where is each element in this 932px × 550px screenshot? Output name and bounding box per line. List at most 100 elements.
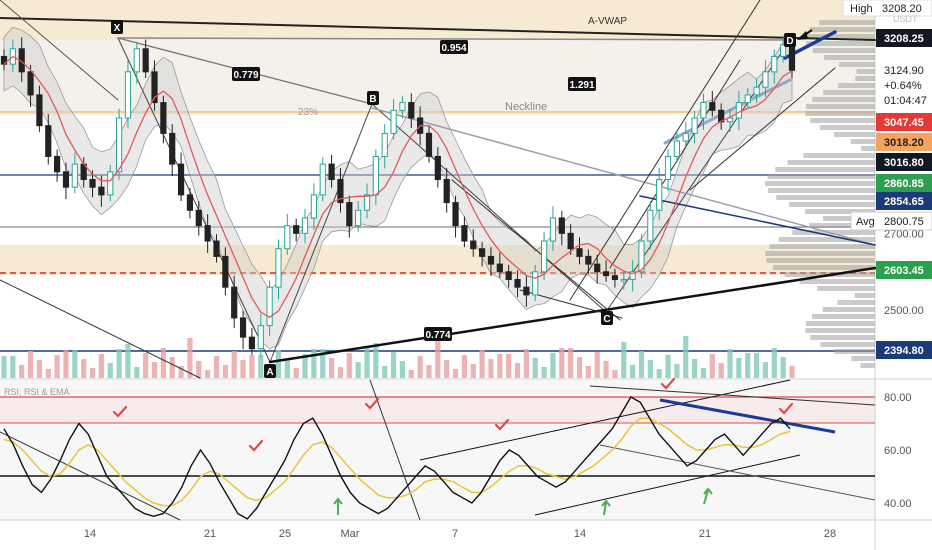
time-tick-label: 14 (84, 528, 96, 540)
candle (611, 268, 619, 288)
price-tick-label: 2700.00 (884, 228, 924, 240)
time-tick-label: 14 (574, 528, 586, 540)
rsi-tick-label: 40.00 (884, 498, 912, 510)
candle (355, 201, 362, 232)
volume-bar (54, 355, 60, 378)
volume-bar (320, 349, 326, 378)
candle (213, 234, 220, 263)
high-value: 3208.20 (882, 3, 922, 15)
volume-bar (417, 356, 423, 378)
volume-bar (612, 370, 618, 378)
svg-text:B: B (369, 94, 376, 105)
volume-bar (205, 370, 211, 378)
currency-label: USDT (893, 14, 918, 24)
candle (505, 264, 512, 288)
volume-profile-bar (834, 349, 875, 354)
volume-bar (45, 369, 51, 378)
candle (239, 311, 247, 350)
time-tick-label: 21 (204, 528, 216, 540)
candle (602, 260, 610, 282)
percent-label: 23% (298, 107, 318, 118)
volume-profile-bar (765, 251, 875, 256)
price-tag: +0.64% (876, 76, 932, 94)
candle (496, 252, 503, 278)
volume-bar (461, 355, 468, 378)
candle (177, 152, 185, 202)
vwap-label: A-VWAP (588, 16, 627, 27)
volume-bar (249, 355, 255, 378)
volume-bar (10, 356, 16, 378)
volume-profile-bar (765, 181, 875, 186)
svg-text:A: A (266, 367, 273, 378)
svg-text:C: C (603, 314, 610, 325)
volume-profile-bar (775, 167, 875, 172)
high-label: High (850, 3, 873, 15)
neckline-label: Neckline (505, 101, 547, 113)
candle (514, 270, 521, 298)
volume-profile-bar (787, 160, 875, 165)
volume-profile-bar (820, 342, 875, 347)
volume-profile-bar (851, 356, 875, 361)
candle (275, 239, 282, 300)
volume-bar (585, 366, 591, 378)
candle (629, 260, 636, 292)
candle (142, 39, 149, 78)
price-tag: 3208.25 (876, 29, 932, 47)
candle (169, 124, 176, 177)
svg-text:2854.65: 2854.65 (884, 196, 924, 208)
rsi-axis: 40.00 60.00 80.00 (884, 392, 912, 510)
pattern-point-a: A (264, 364, 276, 378)
volume-bar (222, 365, 228, 378)
volume-bar (435, 337, 441, 378)
svg-text:3016.80: 3016.80 (884, 157, 924, 169)
candle (691, 111, 698, 144)
candle (585, 249, 592, 275)
volume-profile-bar (806, 41, 875, 46)
volume-bar (143, 353, 149, 378)
svg-text:3047.45: 3047.45 (884, 117, 924, 129)
high-badge: High 3208.20 (842, 0, 932, 17)
candle (567, 224, 574, 255)
volume-bar (98, 354, 104, 378)
volume-bar (745, 353, 751, 378)
price-tag: Avg 2800.75 (850, 211, 932, 231)
volume-profile-bar (773, 265, 875, 270)
candle (0, 49, 8, 71)
candle (479, 241, 486, 267)
indicator-title: RSI, RSI & EMA (4, 387, 70, 397)
volume-bar (488, 359, 494, 378)
price-tag: 3018.20 (876, 133, 932, 151)
volume-bar (81, 359, 87, 378)
check-mark-icon (112, 377, 794, 452)
rsi-line (3, 396, 791, 520)
volume-profile-bar (823, 90, 875, 95)
volume-bar (576, 357, 583, 378)
svg-text:3018.20: 3018.20 (884, 137, 924, 149)
candle (620, 270, 627, 290)
pattern-lines (0, 0, 877, 379)
candle (664, 149, 672, 192)
volume-profile-bar (854, 293, 875, 298)
candle (399, 95, 406, 119)
volume-bar (302, 354, 308, 378)
volume-bar (187, 338, 193, 378)
volume-bar (559, 348, 565, 378)
volume-profile-bar (860, 363, 875, 368)
candle (762, 60, 769, 98)
volume-bar (727, 349, 733, 378)
volume-bar (753, 353, 760, 378)
price-tag: 3124.90 (876, 61, 932, 79)
ratio-label-3: 1.291 (568, 77, 596, 91)
volume-bar (718, 363, 724, 378)
volume-bar (700, 368, 707, 378)
candle (709, 91, 716, 117)
volume-bar (780, 357, 786, 378)
candle (744, 87, 751, 109)
volume-bar (762, 362, 769, 378)
volume-bar (284, 359, 290, 378)
volume-profile-bar (837, 300, 875, 305)
candle (487, 247, 495, 277)
volume-profile-bar (778, 237, 875, 242)
volume-profile-bar (822, 307, 875, 312)
ratio-label-1: 0.779 (232, 67, 260, 81)
